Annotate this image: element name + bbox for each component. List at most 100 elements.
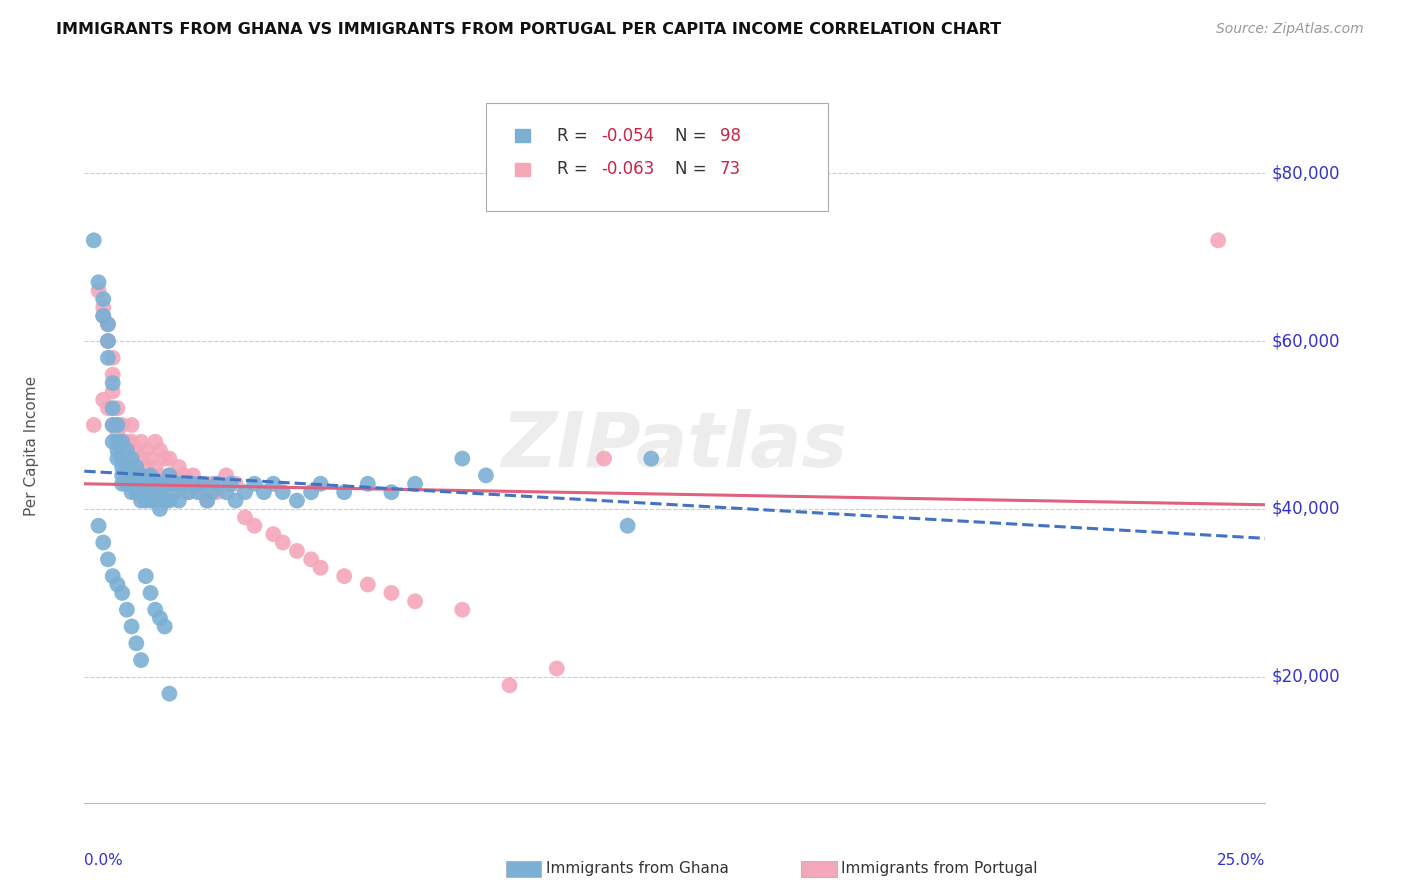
Point: [253, 485, 276, 500]
Point: [115, 434, 138, 449]
Point: [157, 468, 180, 483]
Text: 73: 73: [720, 161, 741, 178]
Point: [143, 476, 166, 491]
Point: [101, 351, 124, 365]
Point: [135, 443, 157, 458]
Point: [129, 434, 152, 449]
Point: [451, 603, 474, 617]
Point: [143, 603, 166, 617]
Point: [225, 493, 247, 508]
Point: [107, 451, 129, 466]
Text: Immigrants from Portugal: Immigrants from Portugal: [841, 862, 1038, 876]
Point: [191, 485, 214, 500]
Point: [333, 569, 356, 583]
Point: [91, 301, 114, 315]
Point: [163, 485, 186, 500]
Point: [107, 417, 129, 432]
Point: [125, 460, 148, 475]
Point: [121, 468, 143, 483]
Point: [201, 485, 224, 500]
Point: [101, 401, 124, 416]
Point: [157, 468, 180, 483]
Point: [115, 476, 138, 491]
Point: [91, 392, 114, 407]
Point: [107, 401, 129, 416]
Point: [125, 485, 148, 500]
Point: [135, 493, 157, 508]
Point: [167, 460, 190, 475]
Point: [115, 451, 138, 466]
Point: [173, 468, 195, 483]
Point: [91, 535, 114, 549]
Point: [640, 451, 662, 466]
Point: [593, 451, 616, 466]
Point: [149, 443, 172, 458]
Point: [129, 653, 152, 667]
Point: [143, 485, 166, 500]
Point: [97, 318, 120, 332]
Text: $80,000: $80,000: [1271, 164, 1340, 182]
Point: [299, 485, 322, 500]
Point: [616, 518, 638, 533]
Point: [167, 493, 190, 508]
Point: [125, 476, 148, 491]
Point: [107, 417, 129, 432]
Point: [139, 476, 162, 491]
Point: [139, 468, 162, 483]
Point: [111, 434, 134, 449]
Point: [87, 518, 110, 533]
Bar: [516, 162, 530, 176]
Text: Immigrants from Ghana: Immigrants from Ghana: [546, 862, 728, 876]
Point: [101, 434, 124, 449]
Point: [181, 468, 204, 483]
Point: [111, 468, 134, 483]
Point: [271, 485, 294, 500]
Point: [153, 619, 176, 633]
Point: [115, 443, 138, 458]
Point: [97, 334, 120, 348]
Point: [91, 292, 114, 306]
Point: [135, 485, 157, 500]
Point: [163, 476, 186, 491]
Point: [233, 510, 256, 524]
Point: [262, 476, 284, 491]
Point: [380, 586, 402, 600]
Point: [115, 468, 138, 483]
Text: N =: N =: [675, 161, 711, 178]
Point: [143, 476, 166, 491]
Point: [111, 586, 134, 600]
Point: [498, 678, 520, 692]
Point: [404, 476, 426, 491]
Point: [143, 460, 166, 475]
Point: [157, 493, 180, 508]
Point: [205, 476, 228, 491]
Point: [115, 460, 138, 475]
Point: [111, 443, 134, 458]
Point: [153, 476, 176, 491]
Point: [101, 368, 124, 382]
Point: [243, 518, 266, 533]
Point: [149, 485, 172, 500]
Point: [149, 611, 172, 625]
Point: [107, 426, 129, 441]
Point: [111, 476, 134, 491]
Point: [121, 451, 143, 466]
Point: [285, 544, 308, 558]
Point: [121, 468, 143, 483]
FancyBboxPatch shape: [486, 103, 828, 211]
Point: [111, 451, 134, 466]
Point: [357, 476, 380, 491]
Text: Per Capita Income: Per Capita Income: [24, 376, 39, 516]
Point: [121, 485, 143, 500]
Text: -0.063: -0.063: [602, 161, 655, 178]
Point: [157, 687, 180, 701]
Point: [546, 661, 568, 675]
Point: [87, 284, 110, 298]
Point: [111, 460, 134, 475]
Text: R =: R =: [557, 161, 593, 178]
Point: [233, 485, 256, 500]
Point: [111, 443, 134, 458]
Point: [129, 468, 152, 483]
Point: [139, 493, 162, 508]
Point: [91, 309, 114, 323]
